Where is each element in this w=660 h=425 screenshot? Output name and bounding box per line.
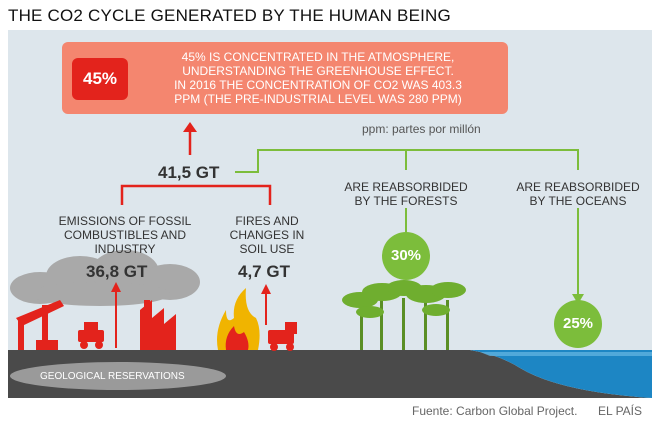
- smoke-clouds: [10, 250, 200, 306]
- fossil-label-line: EMISSIONS OF FOSSIL: [58, 214, 192, 228]
- fires-label-line: CHANGES IN: [229, 228, 305, 242]
- forests-label: ARE REABSORBIDED BY THE FORESTS: [336, 180, 476, 208]
- atmosphere-callout-text: 45% IS CONCENTRATED IN THE ATMOSPHERE, U…: [138, 50, 498, 106]
- oceans-label: ARE REABSORBIDED BY THE OCEANS: [508, 180, 648, 208]
- connector-oceans-head: [572, 294, 584, 304]
- fossil-label-line: INDUSTRY: [94, 242, 156, 256]
- sea-highlight: [480, 352, 652, 356]
- forests-percent-circle: [382, 232, 430, 280]
- fires-label: FIRES AND CHANGES IN SOIL USE: [222, 214, 312, 256]
- forests-percent: 30%: [390, 247, 422, 264]
- oceans-label-line: BY THE OCEANS: [529, 194, 627, 208]
- fires-label-line: FIRES AND: [235, 214, 299, 228]
- forest-icon: [342, 280, 466, 350]
- footer-brand: EL PAÍS: [598, 404, 643, 418]
- fires-label-line: SOIL USE: [239, 242, 295, 256]
- callout-line: 45% IS CONCENTRATED IN THE ATMOSPHERE,: [181, 50, 455, 64]
- industry-icons: [16, 300, 176, 350]
- oceans-percent: 25%: [562, 315, 594, 332]
- percent-badge: [72, 58, 128, 100]
- oceans-label-line: ARE REABSORBIDED: [516, 180, 640, 194]
- callout-line: UNDERSTANDING THE GREENHOUSE EFFECT.: [182, 64, 454, 78]
- atmosphere-callout-box: [62, 42, 508, 114]
- page-title: THE CO2 CYCLE GENERATED BY THE HUMAN BEI…: [8, 6, 451, 25]
- arrow-to-atmosphere-head: [183, 122, 197, 132]
- forests-label-line: ARE REABSORBIDED: [344, 180, 468, 194]
- ppm-note: ppm: partes por millón: [362, 122, 481, 136]
- sinks-branch: [235, 149, 579, 173]
- fossil-label-line: COMBUSTIBLES AND: [63, 228, 187, 242]
- fossil-label: EMISSIONS OF FOSSIL COMBUSTIBLES AND IND…: [50, 214, 200, 256]
- fires-value: 4,7 GT: [238, 262, 290, 281]
- fire-icon: [217, 288, 260, 350]
- callout-line: IN 2016 THE CONCENTRATION OF CO2 WAS 403…: [174, 78, 462, 92]
- sources-bracket: [120, 184, 272, 205]
- percent-badge-text: 45%: [82, 69, 118, 88]
- fossil-value: 36,8 GT: [86, 262, 148, 281]
- arrow-fossil-head: [111, 282, 121, 292]
- geological-reservations-label: GEOLOGICAL RESERVATIONS: [40, 371, 185, 382]
- geological-reservations-shape: [10, 362, 226, 390]
- arrow-fires-head: [261, 284, 271, 294]
- truck-icon: [268, 322, 297, 351]
- forests-label-line: BY THE FORESTS: [354, 194, 458, 208]
- callout-line: PPM (THE PRE-INDUSTRIAL LEVEL WAS 280 PP…: [174, 92, 462, 106]
- oceans-percent-circle: [554, 300, 602, 348]
- sea: [470, 350, 652, 398]
- total-emissions-value: 41,5 GT: [158, 163, 220, 182]
- footer-source: Fuente: Carbon Global Project.: [412, 404, 578, 418]
